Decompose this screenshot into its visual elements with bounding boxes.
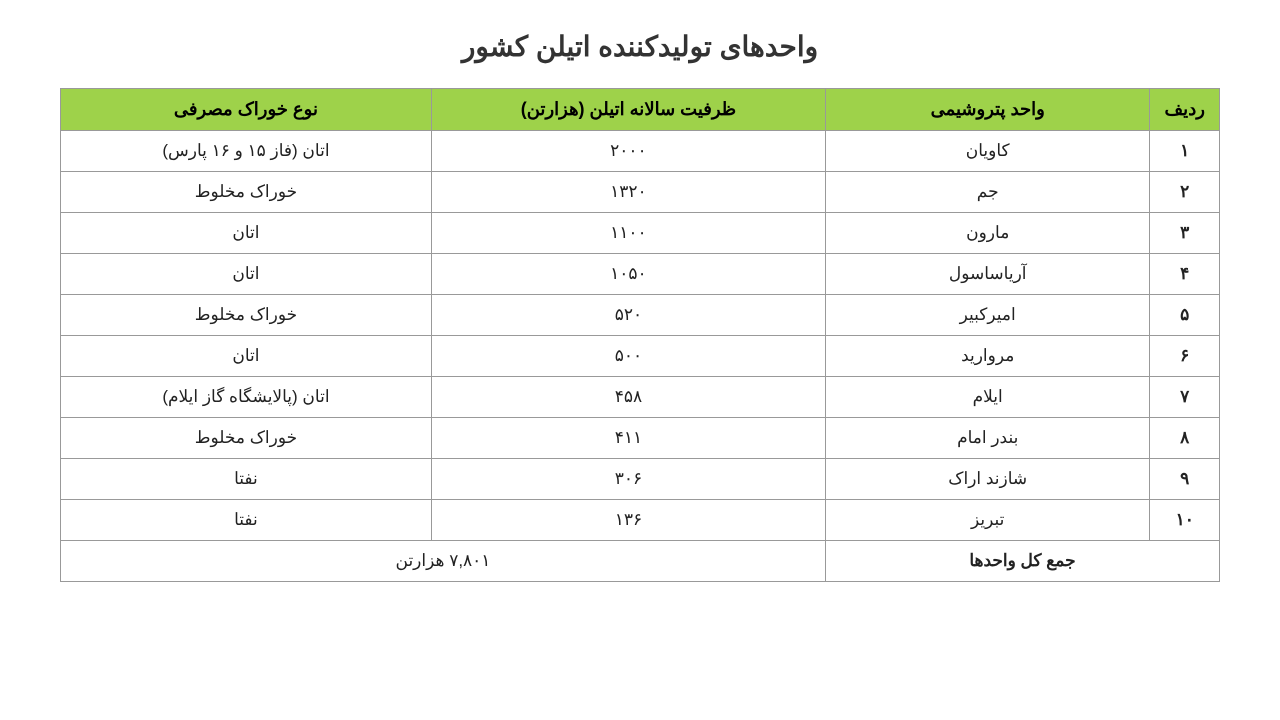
table-row: ۸بندر امام۴۱۱خوراک مخلوط [61,418,1220,459]
cell-capacity: ۱۳۲۰ [431,172,825,213]
cell-num: ۸ [1150,418,1220,459]
cell-capacity: ۲۰۰۰ [431,131,825,172]
table-row: ۳مارون۱۱۰۰اتان [61,213,1220,254]
cell-num: ۳ [1150,213,1220,254]
cell-unit: بندر امام [825,418,1150,459]
table-row: ۹شازند اراک۳۰۶نفتا [61,459,1220,500]
cell-unit: مروارید [825,336,1150,377]
total-label: جمع کل واحدها [825,541,1219,582]
cell-num: ۱ [1150,131,1220,172]
cell-unit: امیرکبیر [825,295,1150,336]
cell-capacity: ۱۰۵۰ [431,254,825,295]
cell-unit: مارون [825,213,1150,254]
cell-unit: آریاساسول [825,254,1150,295]
cell-feed: خوراک مخلوط [61,418,432,459]
total-row: جمع کل واحدها ۷,۸۰۱ هزارتن [61,541,1220,582]
ethylene-units-table: ردیف واحد پتروشیمی ظرفیت سالانه اتیلن (ه… [60,88,1220,582]
cell-feed: خوراک مخلوط [61,295,432,336]
cell-capacity: ۳۰۶ [431,459,825,500]
cell-num: ۴ [1150,254,1220,295]
col-header-feed: نوع خوراک مصرفی [61,89,432,131]
cell-feed: اتان [61,254,432,295]
cell-capacity: ۱۱۰۰ [431,213,825,254]
table-row: ۱۰تبریز۱۳۶نفتا [61,500,1220,541]
cell-capacity: ۴۱۱ [431,418,825,459]
cell-unit: ایلام [825,377,1150,418]
cell-feed: اتان (پالایشگاه گاز ایلام) [61,377,432,418]
cell-feed: خوراک مخلوط [61,172,432,213]
cell-unit: تبریز [825,500,1150,541]
cell-num: ۷ [1150,377,1220,418]
cell-num: ۱۰ [1150,500,1220,541]
cell-capacity: ۱۳۶ [431,500,825,541]
table-row: ۶مروارید۵۰۰اتان [61,336,1220,377]
cell-num: ۹ [1150,459,1220,500]
cell-feed: نفتا [61,500,432,541]
cell-feed: اتان [61,336,432,377]
cell-capacity: ۴۵۸ [431,377,825,418]
col-header-unit: واحد پتروشیمی [825,89,1150,131]
cell-capacity: ۵۰۰ [431,336,825,377]
table-row: ۴آریاساسول۱۰۵۰اتان [61,254,1220,295]
cell-num: ۲ [1150,172,1220,213]
cell-feed: اتان (فاز ۱۵ و ۱۶ پارس) [61,131,432,172]
cell-num: ۶ [1150,336,1220,377]
table-row: ۲جم۱۳۲۰خوراک مخلوط [61,172,1220,213]
cell-feed: نفتا [61,459,432,500]
table-row: ۱کاویان۲۰۰۰اتان (فاز ۱۵ و ۱۶ پارس) [61,131,1220,172]
total-value: ۷,۸۰۱ هزارتن [61,541,826,582]
cell-unit: شازند اراک [825,459,1150,500]
col-header-row: ردیف [1150,89,1220,131]
col-header-capacity: ظرفیت سالانه اتیلن (هزارتن) [431,89,825,131]
cell-num: ۵ [1150,295,1220,336]
table-header-row: ردیف واحد پتروشیمی ظرفیت سالانه اتیلن (ه… [61,89,1220,131]
cell-capacity: ۵۲۰ [431,295,825,336]
page-title: واحدهای تولیدکننده اتیلن کشور [60,30,1220,63]
cell-unit: جم [825,172,1150,213]
table-row: ۷ایلام۴۵۸اتان (پالایشگاه گاز ایلام) [61,377,1220,418]
table-row: ۵امیرکبیر۵۲۰خوراک مخلوط [61,295,1220,336]
cell-unit: کاویان [825,131,1150,172]
cell-feed: اتان [61,213,432,254]
